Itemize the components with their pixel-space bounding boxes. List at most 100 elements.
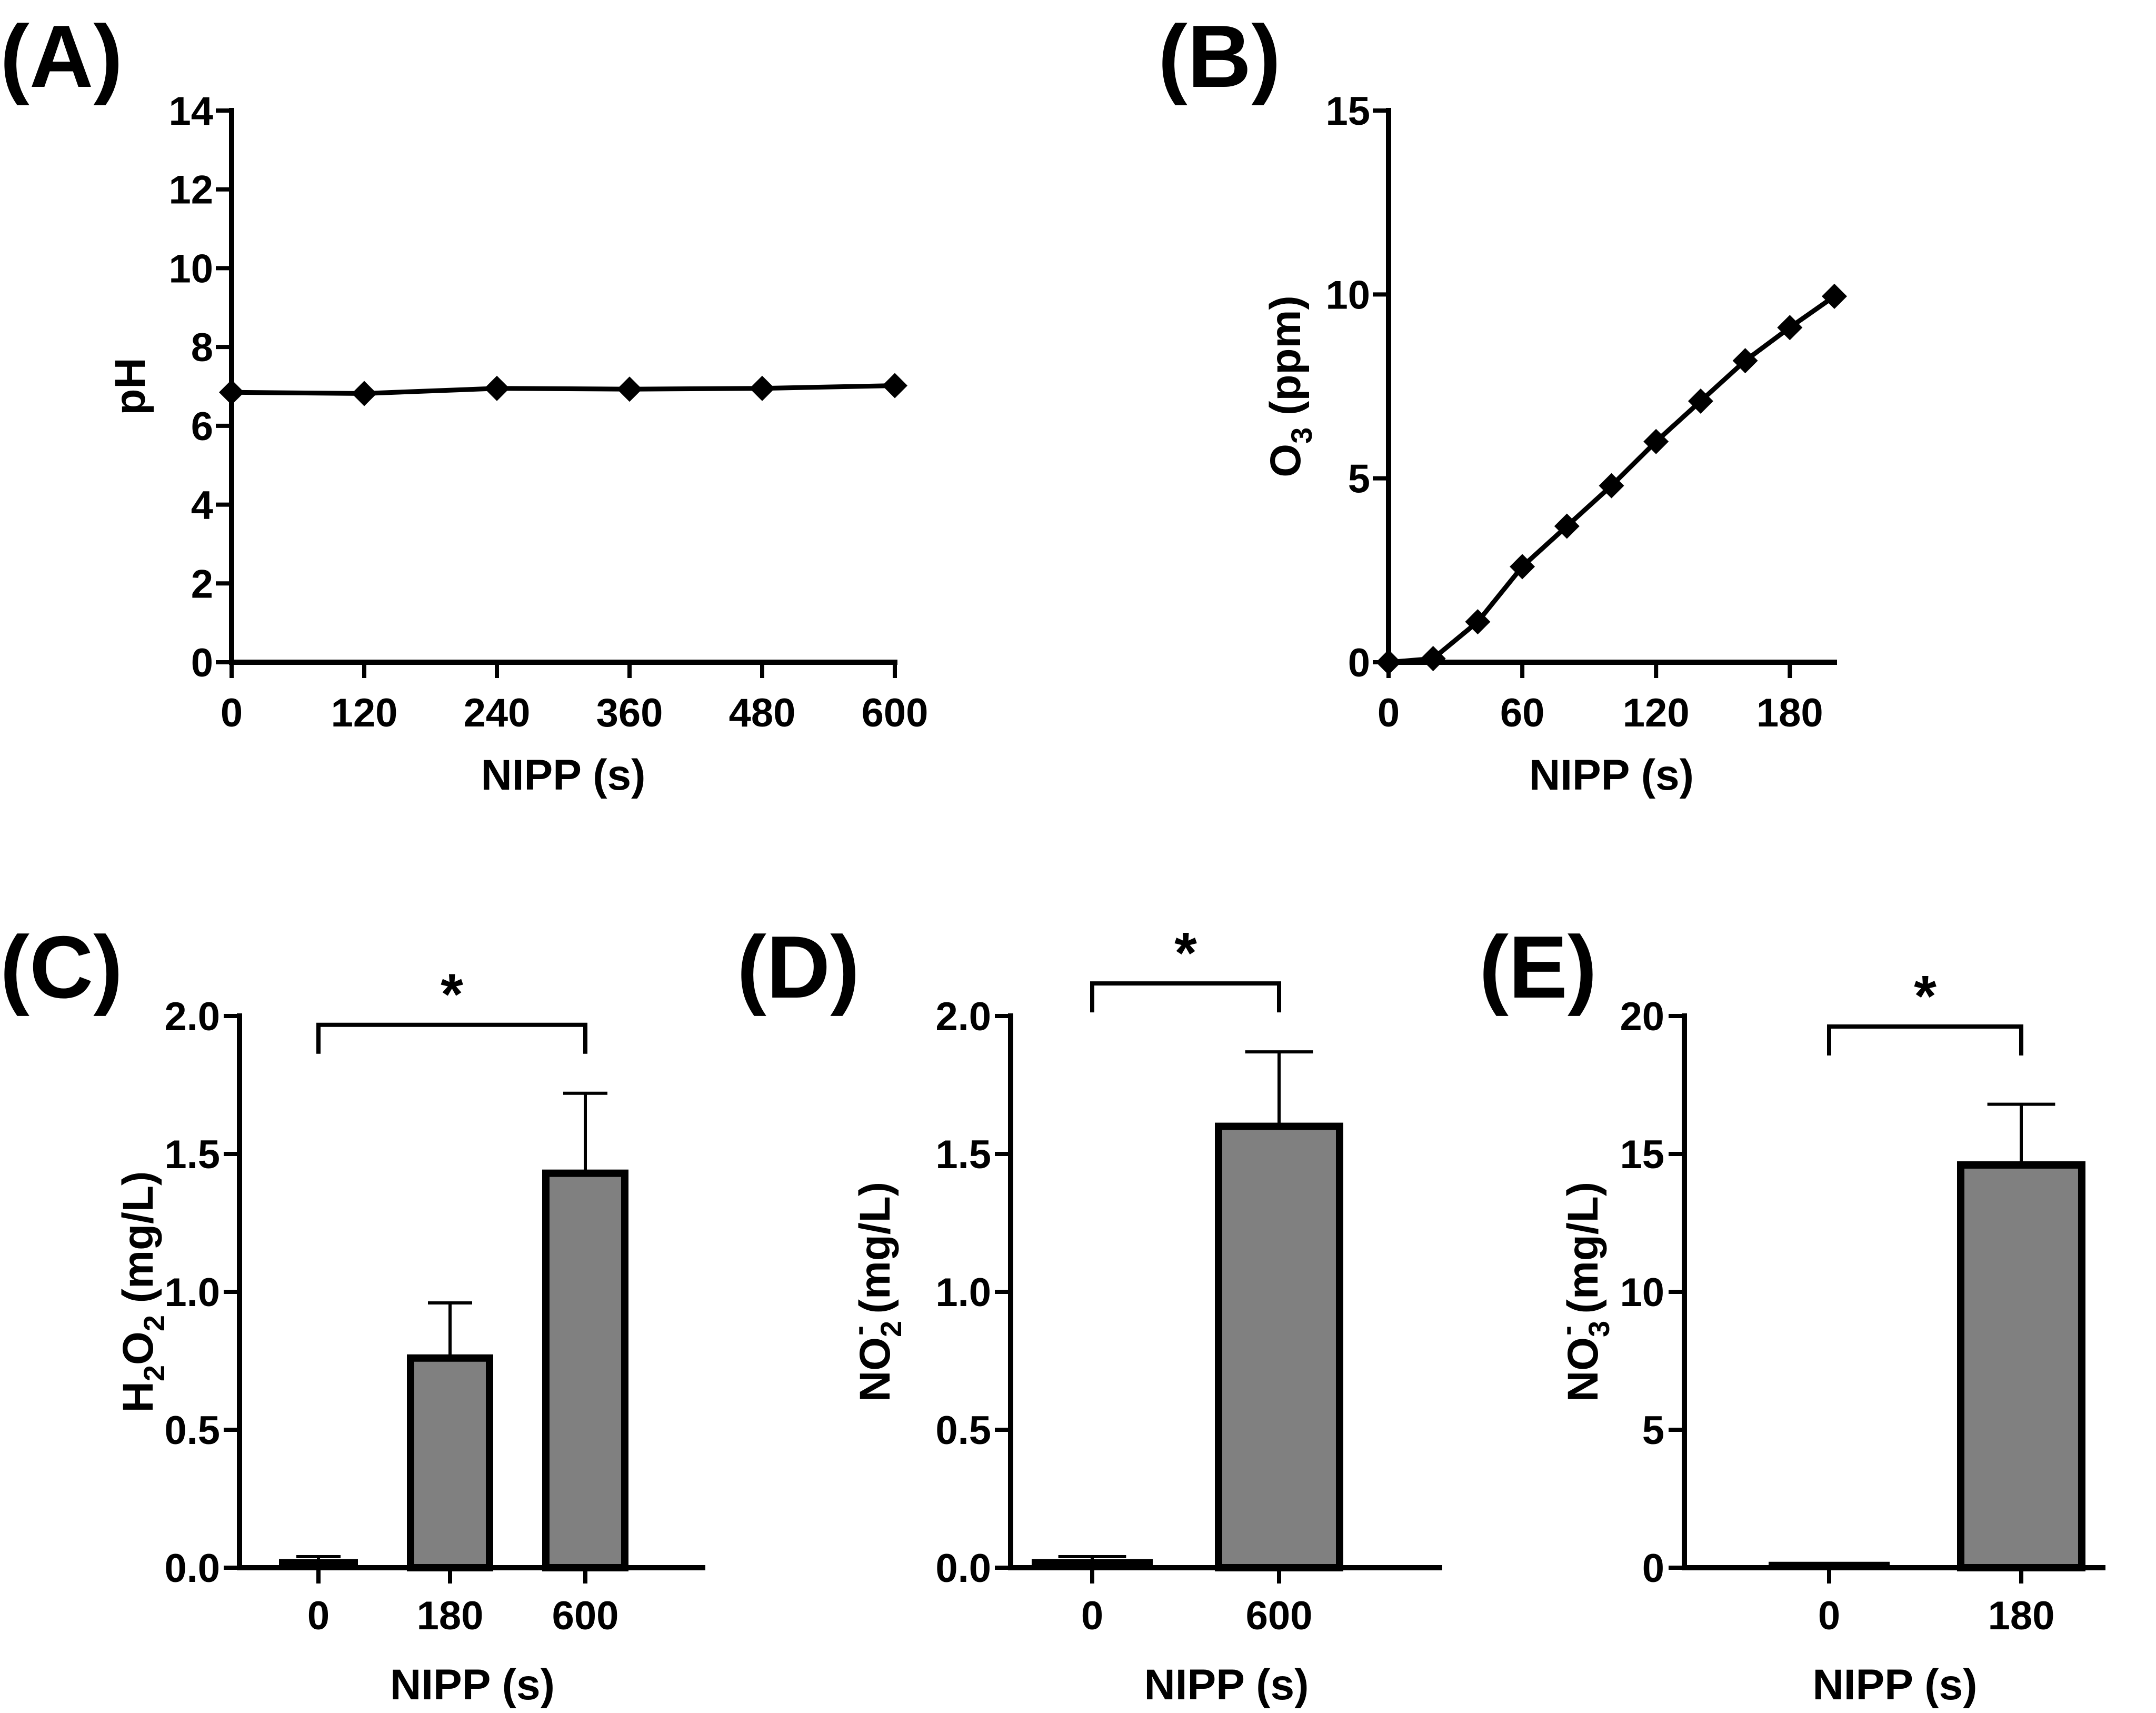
panel-label: (E) xyxy=(1479,918,1597,1017)
x-tick-label: 0 xyxy=(221,691,243,735)
y-title-part: (mg/L) xyxy=(1559,1182,1607,1326)
y-title-subscript: 3 xyxy=(1582,1321,1615,1337)
significance-star: * xyxy=(441,962,463,1027)
y-tick-label: 0 xyxy=(191,641,213,685)
y-tick-label: 15 xyxy=(1325,89,1370,134)
y-title-part: O xyxy=(1262,444,1310,477)
data-point xyxy=(1376,650,1401,675)
significance-bracket xyxy=(1090,981,1281,1013)
x-tick-label: 0 xyxy=(1378,691,1400,735)
panel-b: (B) 0 5 10 15 0 60 120 180 NIPP (s) O3 (ppm) xyxy=(1158,7,1847,799)
y-tick-label: 14 xyxy=(168,89,213,134)
data-point xyxy=(1420,646,1446,672)
x-axis-title: NIPP (s) xyxy=(481,751,646,799)
y-title-subscript: 2 xyxy=(874,1321,907,1337)
y-title-part: (mg/L) xyxy=(851,1182,899,1326)
y-tick-label: 8 xyxy=(191,325,213,370)
significance-star: * xyxy=(1914,964,1937,1029)
y-tick-label: 1.0 xyxy=(935,1270,991,1315)
y-title-part: H xyxy=(114,1381,162,1412)
y-axis-title: NO2- (mg/L) xyxy=(842,1182,907,1402)
data-point xyxy=(1688,388,1713,414)
data-point xyxy=(750,375,775,401)
y-tick-label: 10 xyxy=(168,246,213,291)
y-title-superscript: - xyxy=(1550,1326,1583,1336)
bar xyxy=(1957,1161,2085,1571)
x-tick-label: 600 xyxy=(1246,1594,1313,1638)
y-axis-title: O3 (ppm) xyxy=(1262,295,1318,477)
y-tick-label: 0 xyxy=(1348,641,1370,685)
data-point xyxy=(1777,315,1803,341)
panel-label: (B) xyxy=(1158,7,1281,106)
x-axis-title: NIPP (s) xyxy=(1813,1661,1978,1709)
x-tick-label: 120 xyxy=(1623,691,1690,735)
x-axis-title: NIPP (s) xyxy=(1144,1661,1309,1709)
y-tick-label: 4 xyxy=(191,483,213,528)
bar xyxy=(407,1354,493,1571)
y-tick-label: 1.5 xyxy=(164,1132,220,1177)
x-tick-label: 180 xyxy=(1988,1594,2055,1638)
data-point xyxy=(882,373,907,399)
data-point xyxy=(1599,473,1624,499)
y-tick-label: 5 xyxy=(1642,1408,1664,1453)
y-title-part: (mg/L) xyxy=(114,1171,162,1315)
y-tick-label: 12 xyxy=(168,168,213,213)
y-axis-title: pH xyxy=(106,357,154,415)
panel-a: (A) 0 2 4 6 8 10 12 14 0 120 240 360 480 600 NIPP (s) pH xyxy=(0,7,928,799)
y-tick-label: 10 xyxy=(1325,273,1370,317)
y-tick-label: 15 xyxy=(1620,1132,1664,1177)
panel-label: (A) xyxy=(0,7,123,106)
x-axis-title: NIPP (s) xyxy=(1529,751,1694,799)
y-tick-label: 0.0 xyxy=(164,1546,220,1591)
data-point xyxy=(219,380,244,405)
bar xyxy=(1215,1122,1343,1572)
y-title-part: NO xyxy=(851,1337,899,1402)
y-title-subscript: 2 xyxy=(137,1365,171,1381)
y-tick-label: 0.5 xyxy=(935,1408,991,1453)
y-title-part: O xyxy=(114,1331,162,1365)
y-tick-label: 2.0 xyxy=(164,994,220,1039)
data-point xyxy=(1643,429,1669,454)
significance-bracket xyxy=(316,1022,587,1054)
y-tick-label: 1.0 xyxy=(164,1270,220,1315)
data-point xyxy=(1465,609,1491,635)
y-tick-label: 1.5 xyxy=(935,1132,991,1177)
y-axis-title: NO3- (mg/L) xyxy=(1550,1182,1615,1402)
data-point xyxy=(617,376,642,402)
x-tick-label: 180 xyxy=(1756,691,1823,735)
x-tick-label: 240 xyxy=(464,691,531,735)
data-point xyxy=(1732,348,1758,374)
y-tick-label: 2 xyxy=(191,562,213,606)
y-tick-label: 0 xyxy=(1642,1546,1664,1591)
y-title-part: (ppm) xyxy=(1262,295,1310,427)
y-tick-label: 2.0 xyxy=(935,994,991,1039)
y-tick-label: 20 xyxy=(1620,994,1664,1039)
significance-bracket xyxy=(1827,1024,2023,1055)
x-tick-label: 0 xyxy=(307,1594,330,1638)
x-tick-label: 180 xyxy=(417,1594,484,1638)
significance-star: * xyxy=(1174,921,1197,985)
x-axis-title: NIPP (s) xyxy=(390,1661,555,1709)
y-tick-label: 0.0 xyxy=(935,1546,991,1591)
y-tick-label: 6 xyxy=(191,404,213,449)
data-point xyxy=(1510,554,1535,580)
x-tick-label: 600 xyxy=(862,691,929,735)
data-point xyxy=(1822,283,1847,309)
data-point xyxy=(352,381,377,406)
y-title-part: NO xyxy=(1559,1337,1607,1402)
panel-d: (D) 0.0 0.5 1.0 1.5 2.0 0 600 * NIPP (s) NO2- (mg/… xyxy=(737,918,1442,1709)
x-tick-label: 0 xyxy=(1818,1594,1840,1638)
x-tick-label: 0 xyxy=(1081,1594,1103,1638)
x-tick-label: 120 xyxy=(331,691,398,735)
y-tick-label: 0.5 xyxy=(164,1408,220,1453)
bar xyxy=(542,1169,628,1571)
data-point xyxy=(484,375,510,401)
series-line xyxy=(231,383,895,396)
x-tick-label: 360 xyxy=(596,691,663,735)
panel-e: (E) 0 5 10 15 20 0 180 * NIPP (s) NO3- (mg/L) xyxy=(1479,918,2105,1709)
panel-label: (D) xyxy=(737,918,860,1017)
x-tick-label: 600 xyxy=(552,1594,619,1638)
data-point xyxy=(1554,513,1580,539)
x-tick-label: 60 xyxy=(1500,691,1545,735)
